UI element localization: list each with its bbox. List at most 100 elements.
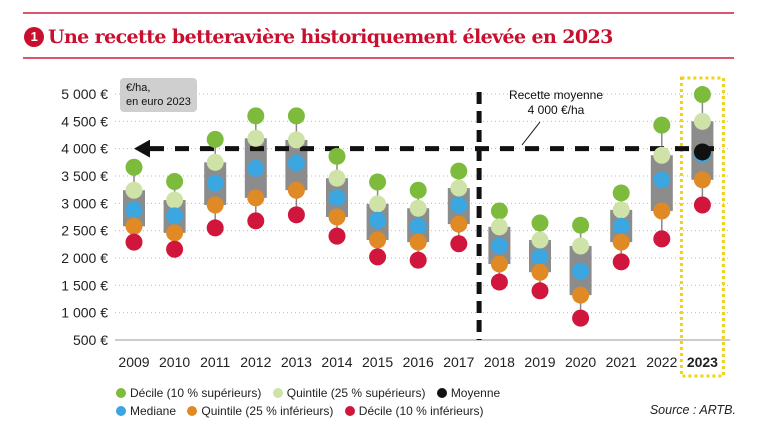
y-tick-label: 1 500 € (61, 277, 108, 293)
point-quintile-inf (693, 171, 711, 189)
point-quintile-sup (328, 169, 346, 187)
x-tick-label: 2013 (281, 354, 312, 370)
x-tick-label: 2022 (646, 354, 677, 370)
legend-mediane: Mediane (116, 404, 176, 418)
unit-line-2: en euro 2023 (126, 96, 191, 108)
legend-row-2: Mediane Quintile (25 % inférieurs) Décil… (116, 404, 492, 418)
annotation-line-2: 4 000 €/ha (527, 103, 585, 117)
point-mediane (206, 174, 224, 192)
point-quintile-inf (287, 181, 305, 199)
point-quintile-sup (409, 199, 427, 217)
point-decile-inf (531, 282, 549, 300)
point-decile-sup (531, 214, 549, 232)
highlight-box (679, 76, 725, 378)
point-decile-sup (369, 173, 387, 191)
point-quintile-inf (572, 286, 590, 304)
legend-quintile-sup: Quintile (25 % supérieurs) (272, 386, 426, 400)
point-quintile-sup (125, 181, 143, 199)
point-quintile-sup (693, 112, 711, 130)
point-quintile-inf (490, 255, 508, 273)
legend-label: Quintile (25 % supérieurs) (286, 386, 426, 400)
point-mediane (572, 262, 590, 280)
legend-decile-inf: Décile (10 % inférieurs) (344, 404, 484, 418)
title-number-badge: 1 (24, 27, 44, 47)
arrow-left-icon (134, 139, 150, 158)
point-quintile-sup (287, 131, 305, 149)
source-note: Source : ARTB. (649, 403, 736, 417)
point-decile-inf (328, 227, 346, 245)
point-quintile-sup (166, 191, 184, 209)
y-tick-label: 4 000 € (61, 141, 108, 157)
point-mediane (653, 171, 671, 189)
point-quintile-inf (369, 231, 387, 249)
point-quintile-inf (653, 202, 671, 220)
point-decile-sup (125, 158, 143, 176)
point-moyenne (693, 143, 711, 161)
point-mediane (490, 237, 508, 255)
x-tick-label: 2011 (200, 354, 230, 370)
point-decile-sup (653, 116, 671, 134)
orange-dot-icon (187, 406, 198, 416)
y-tick-label: 5 000 € (61, 86, 108, 102)
point-quintile-sup (572, 237, 590, 255)
point-quintile-inf (206, 196, 224, 214)
title-text: Une recette betteravière historiquement … (48, 26, 613, 48)
legend-label: Décile (10 % supérieurs) (130, 386, 262, 400)
light-green-dot-icon (272, 388, 283, 398)
black-dot-icon (436, 388, 447, 398)
point-quintile-inf (409, 233, 427, 251)
x-tick-label: 2012 (240, 354, 271, 370)
point-quintile-inf (125, 217, 143, 235)
y-tick-label: 500 € (73, 332, 108, 348)
point-decile-inf (409, 251, 427, 269)
point-decile-sup (612, 184, 630, 202)
legend-quintile-inf: Quintile (25 % inférieurs) (187, 404, 333, 418)
unit-label: €/ha, en euro 2023 (120, 78, 197, 112)
point-decile-sup (693, 86, 711, 104)
point-decile-inf (206, 219, 224, 237)
point-decile-sup (450, 162, 468, 180)
point-quintile-sup (206, 153, 224, 171)
point-mediane (287, 154, 305, 172)
chart-title: 1 Une recette betteravière historiquement… (24, 26, 613, 48)
point-mediane (450, 196, 468, 214)
point-quintile-inf (531, 263, 549, 281)
average-annotation: Recette moyenne 4 000 €/ha (496, 88, 616, 118)
point-mediane (328, 189, 346, 207)
x-tick-label: 2018 (484, 354, 515, 370)
point-decile-inf (653, 230, 671, 248)
point-mediane (612, 217, 630, 235)
legend-label: Mediane (130, 404, 177, 418)
point-mediane (531, 248, 549, 266)
point-decile-sup (166, 172, 184, 190)
green-dot-icon (116, 388, 126, 398)
point-decile-inf (450, 235, 468, 253)
point-quintile-inf (328, 208, 346, 226)
legend-row-1: Décile (10 % supérieurs) Quintile (25 % … (116, 386, 508, 400)
x-tick-label: 2023 (687, 354, 718, 370)
point-quintile-sup (247, 129, 265, 147)
point-decile-sup (572, 216, 590, 234)
x-tick-label: 2017 (443, 354, 474, 370)
point-decile-sup (206, 130, 224, 148)
point-quintile-inf (612, 233, 630, 251)
y-tick-label: 2 500 € (61, 223, 108, 239)
point-quintile-sup (612, 201, 630, 219)
top-rule (23, 12, 734, 14)
x-tick-label: 2020 (565, 354, 596, 370)
x-tick-label: 2010 (159, 354, 190, 370)
unit-line-1: €/ha, (126, 82, 151, 94)
y-tick-label: 4 500 € (61, 113, 108, 129)
point-decile-inf (693, 196, 711, 214)
legend-moyenne: Moyenne (436, 386, 500, 400)
point-decile-sup (247, 107, 265, 125)
y-tick-label: 3 000 € (61, 195, 108, 211)
point-mediane (166, 207, 184, 225)
legend-label: Quintile (25 % inférieurs) (201, 404, 334, 418)
y-tick-label: 1 000 € (61, 305, 108, 321)
point-decile-sup (409, 181, 427, 199)
blue-dot-icon (116, 406, 126, 416)
point-quintile-sup (369, 195, 387, 213)
x-tick-label: 2014 (321, 354, 352, 370)
